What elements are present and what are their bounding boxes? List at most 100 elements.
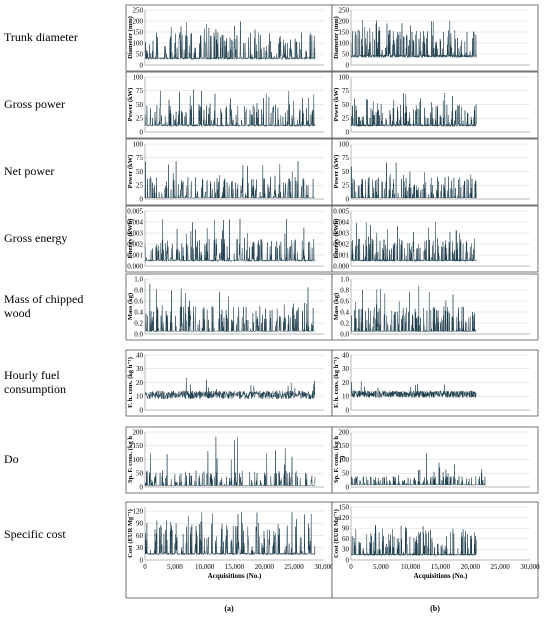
- row-label: Specific cost: [4, 527, 66, 541]
- x-tick-label: 0: [349, 563, 353, 571]
- y-tick-label: 0.000: [333, 262, 349, 270]
- row-label: Gross energy: [4, 231, 67, 245]
- y-tick-label: 0.004: [333, 218, 349, 226]
- y-tick-label: 200: [339, 17, 350, 25]
- x-tick-label: 20,000: [461, 563, 481, 571]
- panel-frame: [125, 426, 333, 494]
- chart-panel-1-b: 0 25 50 75 100 Power (kW): [331, 71, 539, 139]
- x-axis-title: Acquisitions (No.): [208, 572, 262, 580]
- panel-frame: [125, 501, 333, 599]
- y-tick-label: 40: [136, 351, 144, 359]
- y-tick-label: 100: [339, 140, 350, 148]
- x-tick-label: 25,000: [491, 563, 511, 571]
- panel-frame: [331, 349, 539, 417]
- y-tick-label: 0: [346, 61, 350, 69]
- chart-panel-4-b: 0.0 0.2 0.4 0.6 0.8 1.0 Mass (kg): [331, 273, 539, 341]
- y-tick-label: 75: [136, 154, 144, 162]
- y-axis-title: Mass (kg): [127, 293, 134, 320]
- y-tick-label: 50: [136, 470, 144, 478]
- y-tick-label: 10: [136, 393, 144, 401]
- y-tick-label: 75: [136, 87, 144, 95]
- y-axis-title: F. h. cons. (kg h⁻¹): [333, 357, 340, 408]
- x-tick-label: 25,000: [285, 563, 305, 571]
- panel-frame: [125, 349, 333, 417]
- y-tick-label: 0.2: [134, 319, 143, 327]
- y-tick-label: 0.4: [134, 308, 143, 316]
- y-axis-title: Diameter (mm): [127, 16, 134, 59]
- panel-frame: [331, 138, 539, 206]
- y-tick-label: 100: [339, 456, 350, 464]
- panel-frame: [125, 71, 333, 139]
- y-axis-title: Power (kW): [333, 88, 340, 122]
- y-axis-title: Energy (kWh): [127, 219, 134, 259]
- y-axis-title: F. h. cons. (kg h⁻¹): [127, 357, 134, 408]
- row-label: Do: [4, 452, 19, 466]
- data-series-line: [350, 453, 486, 486]
- y-tick-label: 50: [342, 101, 350, 109]
- y-tick-label: 50: [342, 470, 350, 478]
- data-series-line: [144, 512, 316, 556]
- y-tick-label: 30: [342, 546, 350, 554]
- data-series-line: [350, 221, 477, 262]
- y-axis-title: Sp. F. cons. (kg h: [333, 436, 340, 483]
- data-series-line: [350, 381, 477, 398]
- y-tick-label: 0.002: [127, 240, 143, 248]
- data-series-line: [144, 377, 316, 400]
- y-tick-label: 30: [136, 365, 144, 373]
- x-tick-label: 5,000: [167, 563, 183, 571]
- y-tick-label: 25: [136, 182, 144, 190]
- y-tick-label: 20: [342, 379, 350, 387]
- y-tick-label: 60: [136, 532, 144, 540]
- data-series-line: [144, 21, 316, 60]
- y-tick-label: 90: [136, 520, 144, 528]
- data-series-line: [144, 436, 316, 487]
- chart-panel-1-a: 0 25 50 75 100 Power (kW): [125, 71, 333, 139]
- chart-panel-3-b: 0.000 0.001 0.002 0.003 0.004 0.005 Energy (kW…: [331, 205, 539, 273]
- row-label: Hourly fuel: [4, 368, 60, 382]
- data-series-line: [350, 524, 477, 556]
- y-tick-label: 0.2: [340, 319, 349, 327]
- y-tick-label: 150: [339, 503, 350, 511]
- y-tick-label: 25: [342, 182, 350, 190]
- chart-panel-0-a: 0 50 100 150 200 250 Diameter (mm): [125, 4, 333, 72]
- y-tick-label: 120: [339, 514, 350, 522]
- y-tick-label: 0: [140, 483, 144, 491]
- x-tick-label: 20,000: [255, 563, 275, 571]
- y-tick-label: 50: [136, 50, 144, 58]
- y-tick-label: 50: [342, 168, 350, 176]
- y-tick-label: 100: [133, 39, 144, 47]
- data-series-line: [350, 162, 477, 199]
- row-label: Mass of chipped: [4, 292, 83, 306]
- y-axis-title: Power (kW): [127, 155, 134, 189]
- chart-panel-2-a: 0 25 50 75 100 Power (kW): [125, 138, 333, 206]
- y-tick-label: 150: [133, 28, 144, 36]
- y-tick-label: 150: [339, 28, 350, 36]
- y-tick-label: 0.0: [134, 330, 143, 338]
- y-tick-label: 25: [342, 115, 350, 123]
- y-tick-label: 0.6: [340, 297, 349, 305]
- y-tick-label: 150: [133, 442, 144, 450]
- y-tick-label: 25: [136, 115, 144, 123]
- chart-panel-3-a: 0.000 0.001 0.002 0.003 0.004 0.005 Energy (kW…: [125, 205, 333, 273]
- data-series-line: [144, 160, 316, 199]
- y-tick-label: 0.003: [333, 229, 349, 237]
- panel-frame: [125, 205, 333, 273]
- y-tick-label: 250: [133, 6, 144, 14]
- data-series-line: [350, 19, 477, 58]
- y-tick-label: 250: [339, 6, 350, 14]
- panel-frame: [125, 273, 333, 341]
- x-tick-label: 30,000: [520, 563, 540, 571]
- y-tick-label: 0: [346, 128, 350, 136]
- y-tick-label: 60: [342, 535, 350, 543]
- y-tick-label: 100: [133, 456, 144, 464]
- y-tick-label: 40: [342, 351, 350, 359]
- chart-panel-4-a: 0.0 0.2 0.4 0.6 0.8 1.0 Mass (kg): [125, 273, 333, 341]
- x-tick-label: 10,000: [401, 563, 421, 571]
- row-label: wood: [4, 306, 31, 320]
- row-label: consumption: [4, 382, 66, 396]
- y-tick-label: 0: [346, 195, 350, 203]
